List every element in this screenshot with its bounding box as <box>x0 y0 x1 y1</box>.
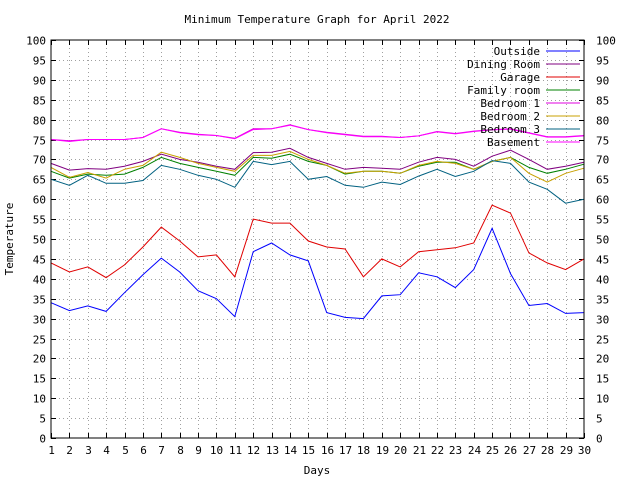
y-tick-label-right: 0 <box>596 433 603 446</box>
y-tick-label-left: 55 <box>33 214 46 227</box>
x-tick-label: 7 <box>158 444 165 457</box>
y-tick-label-right: 45 <box>596 254 609 267</box>
y-tick-label-right: 100 <box>596 35 616 48</box>
y-tick-label-right: 5 <box>596 413 603 426</box>
y-tick-label-left: 65 <box>33 174 46 187</box>
y-tick-label-left: 30 <box>33 314 46 327</box>
x-tick-label: 16 <box>321 444 334 457</box>
x-tick-label: 10 <box>210 444 223 457</box>
x-tick-label: 12 <box>247 444 260 457</box>
series-lines <box>50 124 585 320</box>
x-tick-label: 30 <box>578 444 591 457</box>
x-tick-label: 4 <box>103 444 110 457</box>
y-tick-label-left: 75 <box>33 135 46 148</box>
x-tick-label: 14 <box>284 444 298 457</box>
legend-label: Family room <box>467 84 540 97</box>
y-tick-label-right: 95 <box>596 55 609 68</box>
y-tick-label-right: 35 <box>596 294 609 307</box>
y-tick-label-left: 80 <box>33 115 46 128</box>
series-line-bedroom-3 <box>50 160 585 204</box>
x-tick-label: 25 <box>486 444 499 457</box>
y-tick-label-left: 25 <box>33 334 46 347</box>
y-tick-label-left: 50 <box>33 234 46 247</box>
y-tick-label-right: 90 <box>596 75 609 88</box>
y-tick-label-left: 20 <box>33 353 46 366</box>
x-tick-label: 24 <box>468 444 482 457</box>
x-tick-label: 28 <box>541 444 554 457</box>
legend-label: Bedroom 2 <box>480 110 540 123</box>
y-tick-label-left: 60 <box>33 194 46 207</box>
y-tick-label-left: 70 <box>33 154 46 167</box>
legend-label: Dining Room <box>467 58 540 71</box>
plot-frame <box>50 39 585 439</box>
y-tick-label-left: 15 <box>33 373 46 386</box>
y-tick-label-right: 20 <box>596 353 609 366</box>
x-tick-label: 19 <box>376 444 389 457</box>
y-tick-label-left: 90 <box>33 75 46 88</box>
y-tick-label-right: 25 <box>596 334 609 347</box>
y-tick-label-left: 0 <box>39 433 46 446</box>
series-line-basement <box>50 124 585 143</box>
y-tick-label-right: 75 <box>596 135 609 148</box>
y-tick-label-left: 100 <box>26 35 46 48</box>
y-tick-label-left: 35 <box>33 294 46 307</box>
x-tick-label: 26 <box>504 444 517 457</box>
chart-title: Minimum Temperature Graph for April 2022 <box>185 13 450 26</box>
y-tick-label-right: 70 <box>596 154 609 167</box>
y-tick-label-left: 5 <box>39 413 46 426</box>
y-tick-label-right: 85 <box>596 95 609 108</box>
legend-label: Outside <box>494 45 540 58</box>
y-tick-label-right: 65 <box>596 174 609 187</box>
legend-label: Bedroom 3 <box>480 123 540 136</box>
x-tick-label: 13 <box>266 444 279 457</box>
x-tick-label: 21 <box>413 444 426 457</box>
legend-label: Basement <box>487 136 540 149</box>
y-tick-label-right: 55 <box>596 214 609 227</box>
x-axis-label: Days <box>304 464 331 477</box>
x-tick-label: 9 <box>195 444 202 457</box>
series-line-outside <box>50 227 585 320</box>
x-tick-label: 8 <box>177 444 184 457</box>
y-axis-label: Temperature <box>3 203 16 276</box>
x-tick-label: 20 <box>394 444 407 457</box>
y-tick-label-left: 95 <box>33 55 46 68</box>
series-line-dining-room <box>50 147 585 171</box>
legend-label: Bedroom 1 <box>480 97 540 110</box>
x-tick-label: 29 <box>560 444 573 457</box>
x-tick-label: 11 <box>229 444 242 457</box>
x-tick-label: 18 <box>357 444 370 457</box>
y-tick-label-right: 10 <box>596 393 609 406</box>
x-tick-label: 27 <box>523 444 536 457</box>
y-tick-label-right: 50 <box>596 234 609 247</box>
y-tick-label-right: 15 <box>596 373 609 386</box>
series-line-garage <box>50 204 585 279</box>
x-tick-label: 2 <box>66 444 73 457</box>
y-tick-label-left: 45 <box>33 254 46 267</box>
y-tick-label-right: 80 <box>596 115 609 128</box>
x-tick-label: 17 <box>339 444 352 457</box>
legend-label: Garage <box>500 71 540 84</box>
y-tick-label-right: 30 <box>596 314 609 327</box>
y-tick-label-right: 40 <box>596 274 609 287</box>
x-tick-label: 15 <box>302 444 315 457</box>
x-tick-label: 6 <box>140 444 147 457</box>
x-tick-label: 1 <box>48 444 55 457</box>
x-tick-label: 5 <box>122 444 129 457</box>
x-tick-label: 22 <box>431 444 444 457</box>
y-tick-label-left: 40 <box>33 274 46 287</box>
y-tick-label-left: 85 <box>33 95 46 108</box>
x-tick-label: 23 <box>449 444 462 457</box>
x-tick-label: 3 <box>85 444 92 457</box>
grid-lines <box>51 40 584 438</box>
y-tick-label-right: 60 <box>596 194 609 207</box>
series-line-family-room <box>50 153 585 179</box>
y-tick-label-left: 10 <box>33 393 46 406</box>
